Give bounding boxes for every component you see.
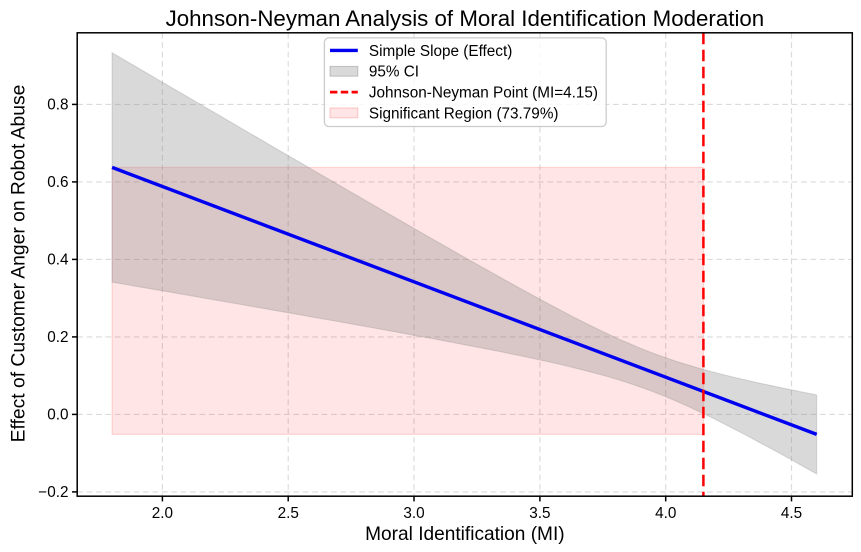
svg-text:0.8: 0.8	[47, 97, 68, 114]
svg-text:Moral Identification (MI): Moral Identification (MI)	[365, 524, 565, 545]
svg-text:4.5: 4.5	[781, 505, 802, 522]
svg-text:2.5: 2.5	[278, 505, 299, 522]
svg-text:−0.2: −0.2	[38, 484, 68, 501]
svg-text:Johnson-Neyman Point (MI=4.15): Johnson-Neyman Point (MI=4.15)	[369, 85, 598, 102]
svg-text:Effect of Customer Anger on Ro: Effect of Customer Anger on Robot Abuse	[9, 85, 30, 443]
svg-text:0.2: 0.2	[47, 329, 68, 346]
svg-text:2.0: 2.0	[152, 505, 173, 522]
svg-text:95% CI: 95% CI	[369, 64, 419, 81]
svg-text:Johnson-Neyman Analysis of Mor: Johnson-Neyman Analysis of Moral Identif…	[166, 6, 765, 31]
svg-text:0.0: 0.0	[47, 407, 68, 424]
svg-text:3.5: 3.5	[529, 505, 550, 522]
svg-text:0.6: 0.6	[47, 174, 68, 191]
svg-text:3.0: 3.0	[403, 505, 424, 522]
svg-text:4.0: 4.0	[655, 505, 676, 522]
svg-text:Significant Region (73.79%): Significant Region (73.79%)	[369, 105, 559, 122]
svg-text:Simple Slope (Effect): Simple Slope (Effect)	[369, 43, 512, 60]
svg-text:0.4: 0.4	[47, 252, 69, 269]
